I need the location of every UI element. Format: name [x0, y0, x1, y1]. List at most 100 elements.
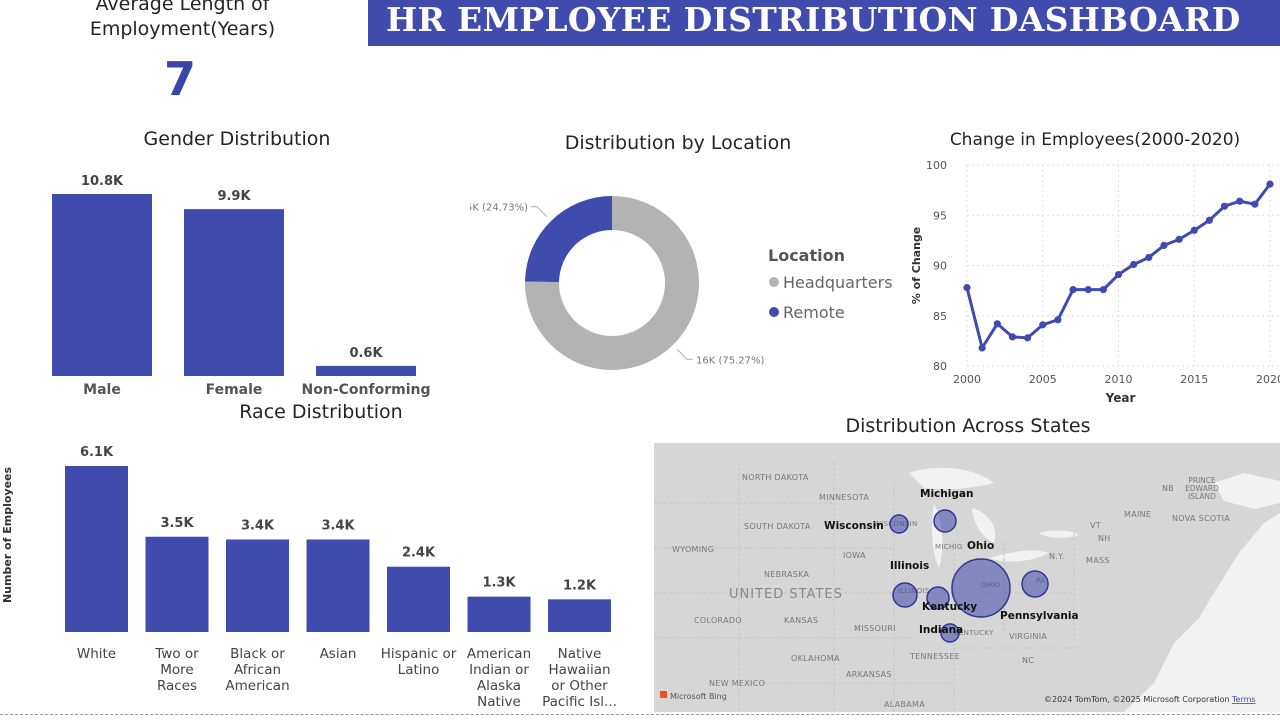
map-region-label: NEBRASKA [764, 570, 810, 579]
map-region-label: KANSAS [784, 616, 818, 625]
map-terms-link[interactable]: Terms [1231, 695, 1256, 704]
kpi-value: 7 [163, 52, 196, 106]
race-category-label: Two or More Races [154, 646, 199, 694]
legend-item-headquarters[interactable]: Headquarters [783, 273, 893, 292]
map-bubble-ohio[interactable] [951, 558, 1011, 618]
map-region-label: UNITED STATES [729, 587, 843, 602]
gender-bar[interactable] [184, 209, 284, 376]
change-xtick-label: 2010 [1105, 373, 1133, 386]
change-ytick-label: 80 [933, 360, 947, 373]
change-data-point[interactable] [1190, 226, 1198, 234]
map-gulf [1214, 473, 1280, 509]
map-bubble-label: Wisconsin [824, 520, 884, 532]
states-map-title: Distribution Across States [845, 415, 1091, 437]
gender-chart: 10.8K Male 9.9K Female 0.6K Non-Conforming [52, 174, 431, 398]
map-region-label: MINNESOTA [819, 493, 869, 502]
race-bar[interactable] [306, 539, 370, 632]
donut-data-label: 5K (24.73%) [470, 203, 528, 214]
map-region-label: N.Y. [1049, 552, 1065, 561]
change-data-point[interactable] [963, 284, 971, 292]
legend-title: Location [768, 246, 845, 265]
gender-category-label: Female [206, 382, 263, 398]
map-bubble-indiana[interactable] [940, 623, 960, 643]
dashboard-banner: HR EMPLOYEE DISTRIBUTION DASHBOARD [368, 0, 1280, 46]
change-data-point[interactable] [1039, 321, 1047, 329]
change-data-point[interactable] [1084, 286, 1092, 294]
page-bottom-border [0, 714, 1280, 715]
change-xtick-label: 2000 [953, 373, 981, 386]
map-region-label: SOUTH DAKOTA [744, 522, 811, 531]
gender-category-label: Non-Conforming [302, 382, 431, 398]
map-bubble-label: Ohio [967, 540, 994, 552]
change-ytick-label: 95 [933, 209, 947, 222]
map-region-label: NB [1162, 484, 1174, 493]
change-data-point[interactable] [1160, 241, 1168, 249]
map-region-label: IOWA [843, 551, 866, 560]
change-data-point[interactable] [1114, 270, 1123, 279]
map-bubble-pennsylvania[interactable] [1021, 570, 1049, 598]
change-data-point[interactable] [1024, 334, 1032, 342]
bing-logo-icon [660, 691, 667, 698]
map-region-label: TENNESSEE [909, 652, 960, 661]
change-data-point[interactable] [1008, 333, 1017, 341]
map-lake-superior [909, 467, 994, 490]
donut-slice-remote[interactable] [525, 196, 612, 283]
change-ytick-label: 85 [933, 310, 947, 323]
map-bubble-wisconsin[interactable] [889, 514, 909, 534]
change-data-point[interactable] [1266, 180, 1274, 188]
race-bar[interactable] [548, 599, 611, 632]
location-chart: 16K (75.27%) 5K (24.73%) Location Headquart… [470, 196, 893, 370]
race-bar[interactable] [226, 539, 289, 632]
map-attribution: ©2024 TomTom, ©2025 Microsoft Corporatio… [1044, 695, 1230, 704]
change-data-point[interactable] [1236, 197, 1244, 205]
change-data-point[interactable] [1251, 200, 1259, 208]
map-region-label: WYOMING [672, 545, 714, 554]
change-data-point[interactable] [978, 344, 986, 352]
map-region-label: NOVA SCOTIA [1172, 514, 1230, 523]
map-bubble-kentucky[interactable] [926, 586, 950, 610]
change-data-point[interactable] [1069, 286, 1077, 294]
change-data-point[interactable] [1054, 316, 1062, 324]
legend-item-remote[interactable]: Remote [783, 303, 845, 322]
change-xtick-label: 2020 [1256, 373, 1280, 386]
map-lake-huron [972, 508, 996, 543]
change-data-point[interactable] [993, 320, 1001, 328]
gender-category-label: Male [83, 382, 121, 398]
donut-data-label: 16K (75.27%) [696, 355, 764, 366]
map-region-label: ALABAMA [884, 700, 925, 709]
change-data-point[interactable] [1175, 235, 1183, 243]
location-chart-title: Distribution by Location [564, 132, 792, 154]
race-bar[interactable] [467, 596, 531, 632]
map-region-label: PRINCE EDWARD ISLAND [1185, 476, 1219, 501]
change-xaxis-label: Year [1105, 391, 1136, 405]
map-canvas: NORTH DAKOTA MINNESOTA SOUTH DAKOTA WYOMING… [654, 443, 1280, 712]
race-data-label: 3.5K [160, 516, 194, 531]
states-map[interactable]: NORTH DAKOTA MINNESOTA SOUTH DAKOTA WYOMING… [654, 443, 1280, 712]
map-bubble-label: Illinois [890, 560, 929, 572]
change-chart-title: Change in Employees(2000-2020) [949, 130, 1241, 150]
race-category-label: White [77, 646, 116, 662]
map-bubble-illinois[interactable] [892, 582, 918, 608]
change-data-point[interactable] [1205, 216, 1213, 224]
race-bar[interactable] [145, 536, 209, 632]
map-bubble-label: Michigan [920, 488, 973, 500]
map-region-label: COLORADO [694, 616, 742, 625]
donut-leader-line [530, 206, 548, 218]
change-data-point[interactable] [1220, 202, 1229, 210]
map-region-label: OKLAHOMA [791, 654, 840, 663]
change-ytick-label: 100 [926, 159, 947, 172]
donut-slice-headquarters[interactable] [525, 196, 699, 370]
race-yaxis-label: Number of Employees [1, 467, 14, 604]
change-data-point[interactable] [1099, 286, 1107, 294]
map-ocean [1124, 513, 1280, 712]
map-region-label: NC [1022, 656, 1034, 665]
race-bar[interactable] [65, 466, 128, 632]
gender-bar[interactable] [316, 365, 416, 376]
change-ytick-label: 90 [933, 260, 947, 273]
change-data-point[interactable] [1130, 260, 1138, 269]
race-bar[interactable] [387, 566, 450, 632]
map-region-label: MISSOURI [854, 624, 896, 633]
gender-bar[interactable] [52, 194, 152, 376]
map-bubble-michigan[interactable] [933, 509, 957, 533]
change-data-point[interactable] [1145, 253, 1153, 262]
